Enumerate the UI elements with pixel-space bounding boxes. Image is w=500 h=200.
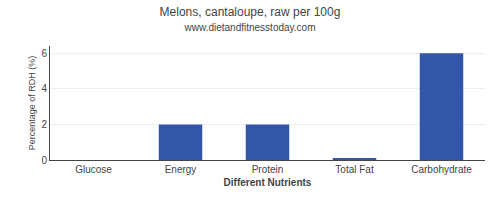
svg-text:6: 6 (41, 48, 47, 59)
svg-text:Glucose: Glucose (75, 164, 112, 175)
svg-text:Different Nutrients: Different Nutrients (224, 177, 312, 188)
svg-text:Protein: Protein (252, 164, 284, 175)
svg-text:0: 0 (41, 155, 47, 166)
svg-text:2: 2 (41, 119, 47, 130)
svg-text:4: 4 (41, 83, 47, 94)
svg-text:Energy: Energy (165, 164, 197, 175)
svg-text:Percentage of RDH (%): Percentage of RDH (%) (27, 56, 37, 151)
svg-text:Total Fat: Total Fat (335, 164, 374, 175)
svg-text:Melons, cantaloupe, raw per 10: Melons, cantaloupe, raw per 100gwww.diet… (160, 5, 341, 34)
svg-text:Carbohydrate: Carbohydrate (411, 164, 472, 175)
